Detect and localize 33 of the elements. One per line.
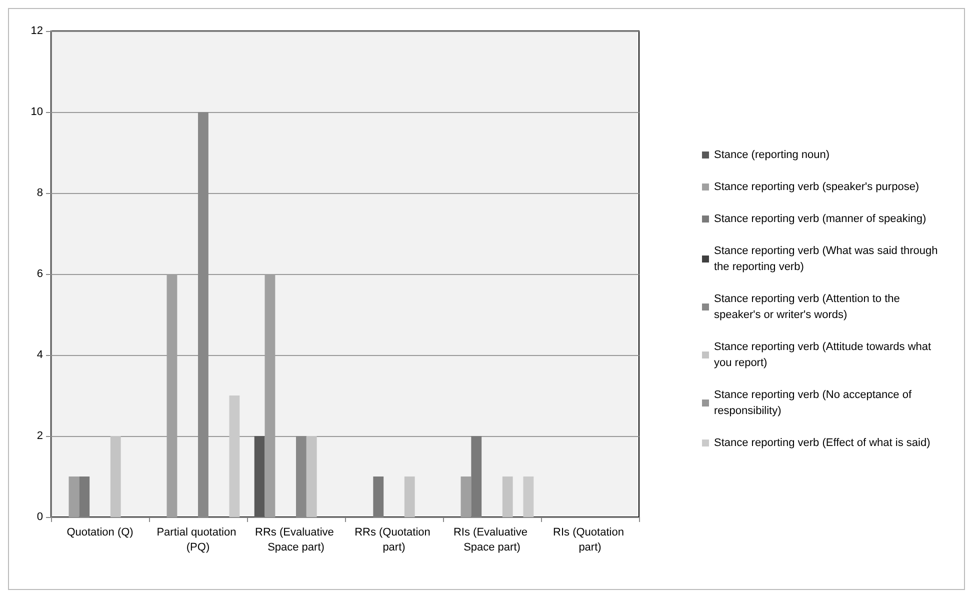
bar (68, 476, 80, 517)
y-tick-label: 6 (36, 268, 43, 280)
x-tick-label: RIs (Quotation part) (553, 526, 627, 554)
y-tick-label: 12 (30, 25, 43, 37)
bar (254, 436, 265, 517)
y-tick-label: 2 (36, 430, 43, 442)
legend-label: Stance reporting verb (speaker's purpose) (714, 181, 920, 193)
bar (306, 436, 317, 517)
y-tick-label: 0 (36, 511, 43, 523)
legend-label: Stance reporting verb (Attention to the speaker's or writer's words) (714, 293, 903, 321)
y-tick-label: 4 (36, 349, 43, 361)
bar (110, 436, 121, 517)
x-tick-label: RRs (Evaluative Space part) (255, 526, 337, 554)
y-tick-label: 8 (36, 187, 43, 199)
legend-label: Stance reporting verb (Effect of what is said) (714, 437, 930, 449)
bar (460, 476, 472, 517)
bar (229, 396, 240, 517)
x-tick-label: Partial quotation (PQ) (156, 526, 240, 554)
x-tick-label: RRs (Quotation part) (354, 526, 434, 554)
x-tick-label: RIs (Evaluative Space part) (453, 526, 531, 554)
legend-label: Stance reporting verb (No acceptance of responsibility) (714, 389, 915, 417)
y-tick-label: 10 (30, 106, 43, 118)
legend-label: Stance reporting verb (What was said through the reporting verb) (714, 245, 941, 273)
legend-label: Stance reporting verb (Attitude towards what you report) (714, 341, 934, 369)
legend-label: Stance reporting verb (manner of speaking) (714, 213, 926, 225)
bar (79, 476, 90, 517)
bar (502, 476, 513, 517)
bar (404, 476, 415, 517)
bar (523, 476, 534, 517)
x-tick-label: Quotation (Q) (66, 526, 134, 538)
bar (373, 476, 384, 517)
legend-label: Stance (reporting noun) (714, 149, 830, 161)
bar (471, 436, 482, 517)
